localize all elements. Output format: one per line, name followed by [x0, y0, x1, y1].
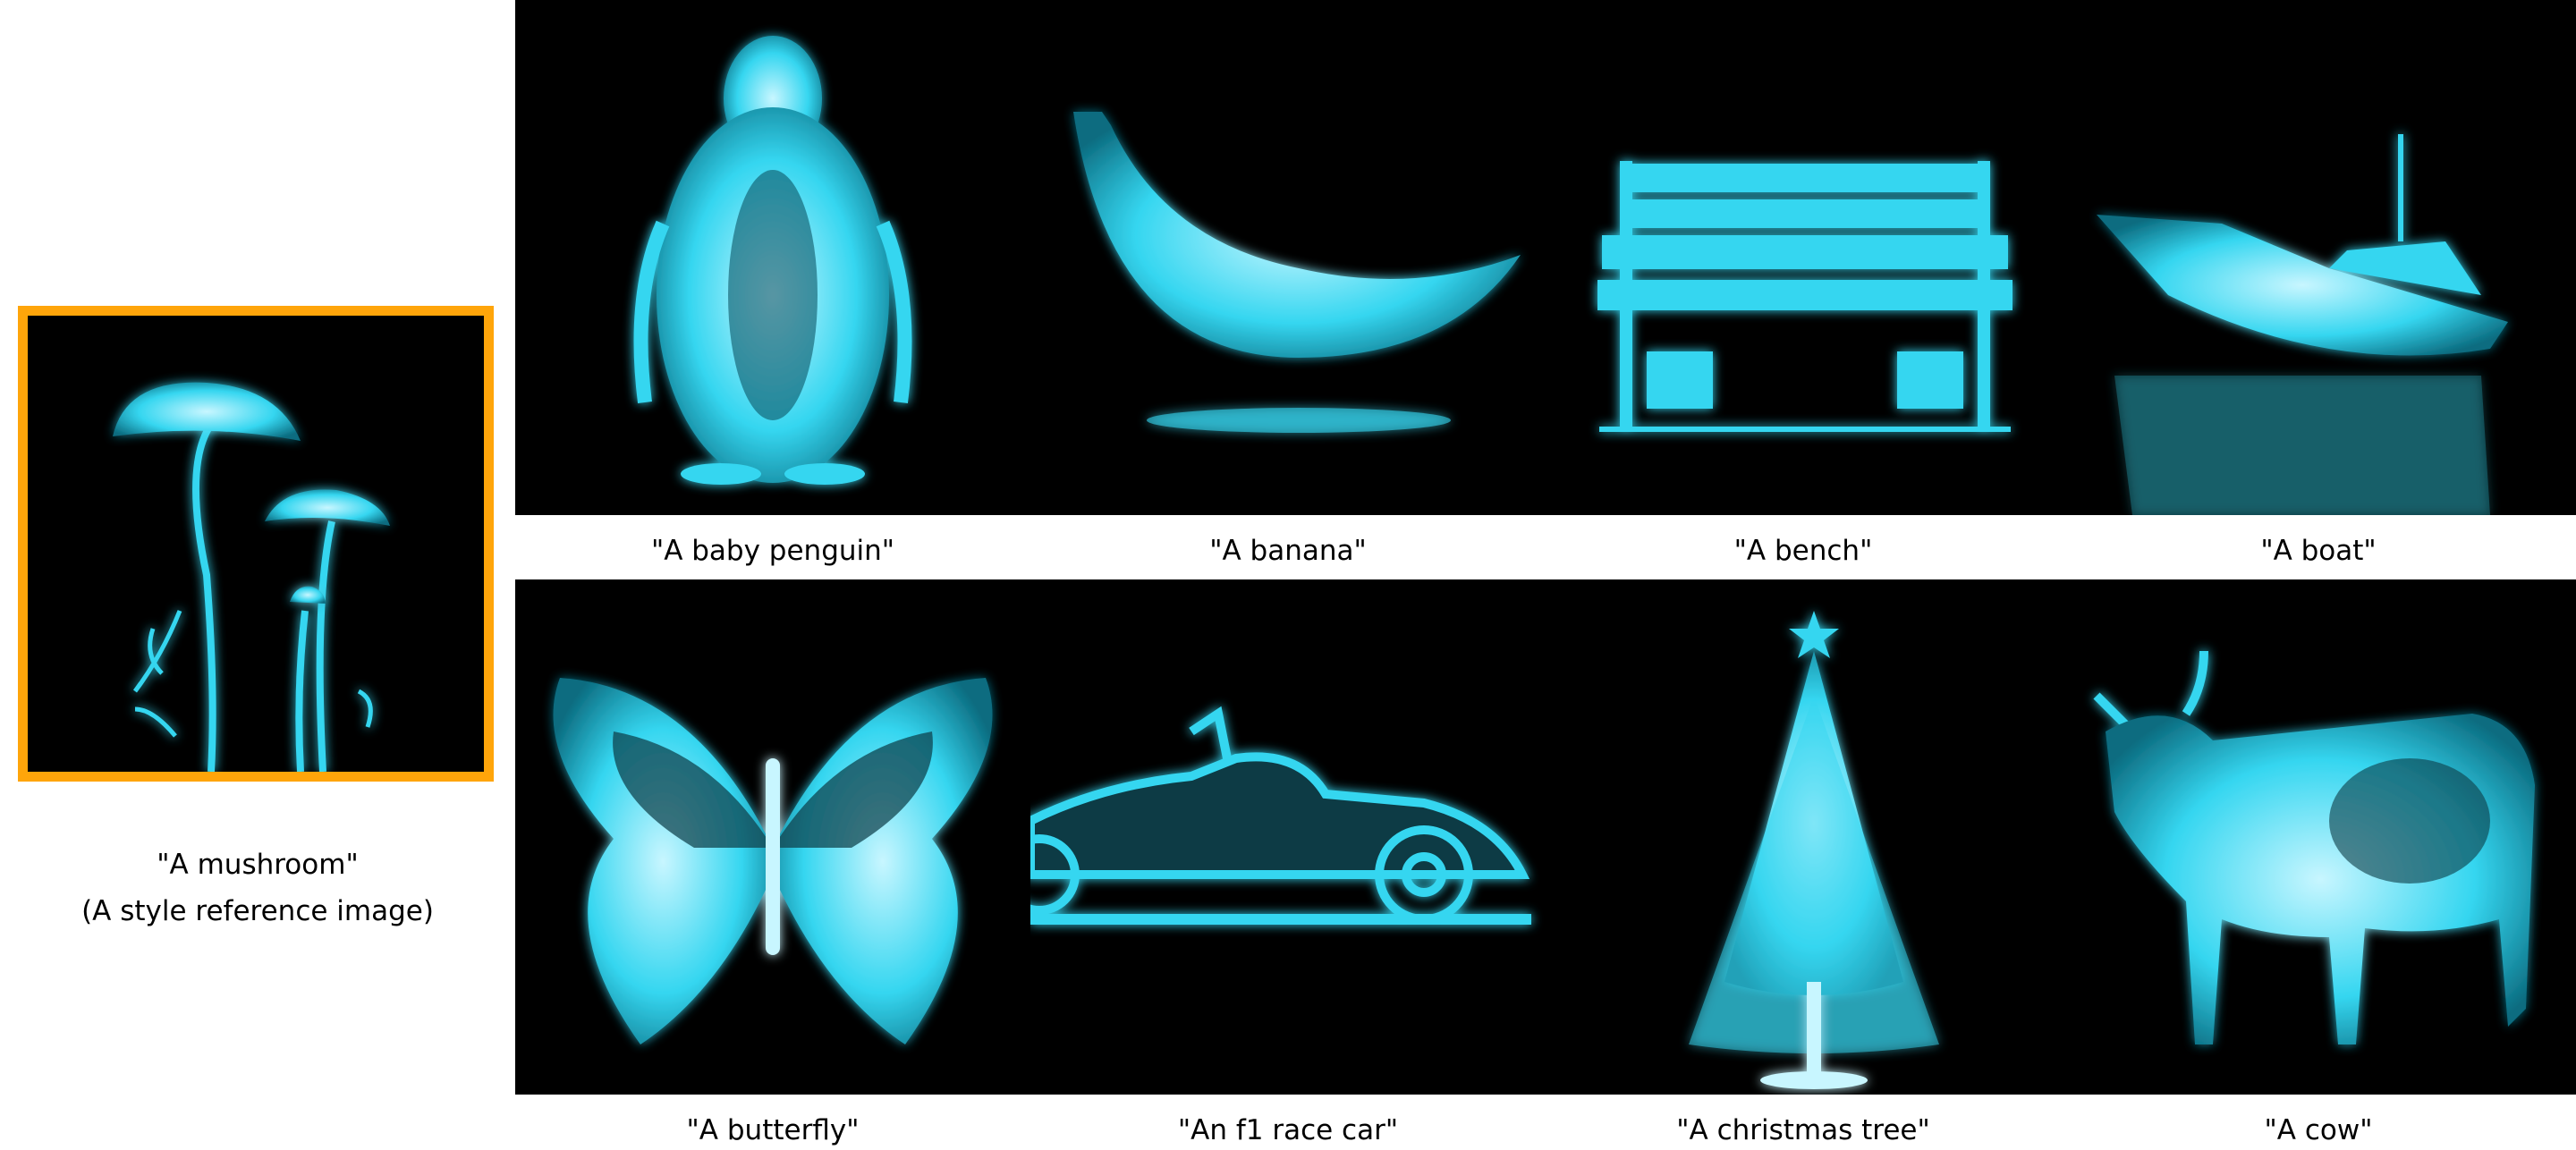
christmas-tree-icon	[1689, 611, 1939, 1089]
style-reference-image	[18, 306, 494, 782]
bench-icon	[1597, 161, 2012, 432]
boat-icon	[2097, 134, 2508, 515]
penguin-icon	[633, 36, 912, 485]
grid-caption: "A bench"	[1733, 535, 1873, 567]
grid-caption: "A cow"	[2264, 1114, 2373, 1146]
grid-caption: "A butterfly"	[686, 1114, 860, 1146]
grid-caption: "An f1 race car"	[1177, 1114, 1399, 1146]
reference-subcaption: (A style reference image)	[81, 895, 434, 927]
grid-image-butterfly	[515, 579, 1030, 1095]
butterfly-icon	[553, 678, 993, 1044]
grid-caption: "A baby penguin"	[650, 535, 895, 567]
race-car-icon	[1030, 706, 1531, 925]
grid-image-christmas-tree	[1546, 579, 2061, 1095]
grid-image-bench	[1546, 0, 2061, 515]
grid-image-penguin	[515, 0, 1030, 515]
grid-caption: "A christmas tree"	[1676, 1114, 1930, 1146]
reference-caption: "A mushroom"	[157, 849, 359, 881]
grid-caption: "A boat"	[2260, 535, 2377, 567]
grid-image-banana	[1030, 0, 1546, 515]
mushroom-icon	[113, 382, 390, 772]
cow-icon	[2093, 650, 2535, 1044]
grid-image-race-car	[1030, 579, 1546, 1095]
grid-image-boat	[2061, 0, 2576, 515]
banana-icon	[1073, 112, 1521, 433]
grid-caption: "A banana"	[1209, 535, 1367, 567]
grid-image-cow	[2061, 579, 2576, 1095]
